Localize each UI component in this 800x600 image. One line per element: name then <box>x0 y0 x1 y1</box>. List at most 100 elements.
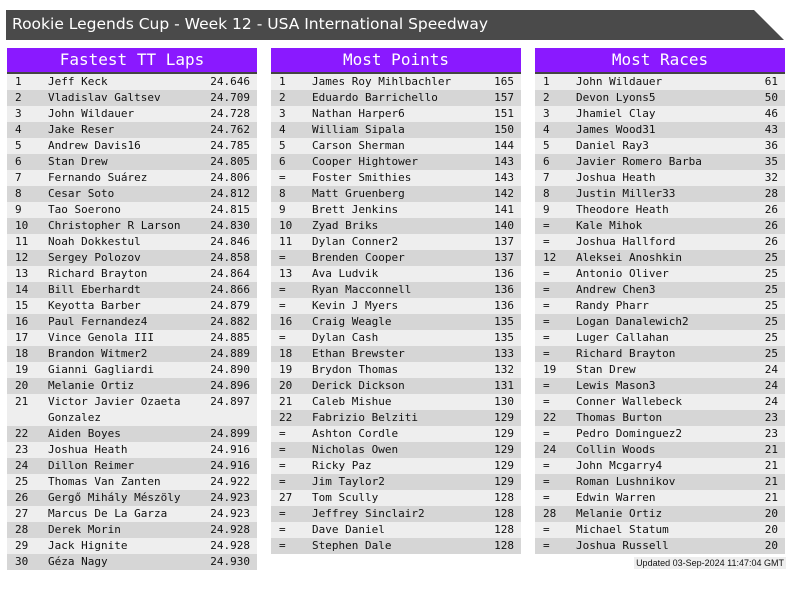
driver-name-cell: Carson Sherman <box>312 139 405 152</box>
rank-cell: = <box>543 539 550 552</box>
value-cell: 24.899 <box>210 427 250 440</box>
table-row: = Randy Pharr 25 <box>535 298 785 314</box>
driver-name-cell: Paul Fernandez4 <box>48 315 148 328</box>
value-cell: 24.806 <box>210 171 250 184</box>
table-row: 19 Brydon Thomas 132 <box>271 362 521 378</box>
table-row: 2 Vladislav Galtsev 24.709 <box>7 90 257 106</box>
driver-name-cell: Derick Dickson <box>312 379 405 392</box>
value-cell: 150 <box>494 123 514 136</box>
table-row: 7 Joshua Heath 32 <box>535 170 785 186</box>
driver-name-cell: Joshua Hallford <box>576 235 676 248</box>
table-row: = Jeffrey Sinclair2 128 <box>271 506 521 522</box>
driver-name-cell: Gergő Mihály Mészöly <box>48 491 181 504</box>
driver-name-cell: Stan Drew <box>576 363 636 376</box>
value-cell: 143 <box>494 155 514 168</box>
value-cell: 133 <box>494 347 514 360</box>
rank-cell: 1 <box>15 75 22 88</box>
table-row: 18 Brandon Witmer2 24.889 <box>7 346 257 362</box>
table-row: 19 Stan Drew 24 <box>535 362 785 378</box>
driver-name-cell: Vladislav Galtsev <box>48 91 161 104</box>
driver-name-cell: Roman Lushnikov <box>576 475 676 488</box>
table-row: = Roman Lushnikov 21 <box>535 474 785 490</box>
rank-cell: 8 <box>15 187 22 200</box>
driver-name-cell: Joshua Russell <box>576 539 669 552</box>
rank-cell: 10 <box>279 219 293 232</box>
rank-cell: 5 <box>543 139 550 152</box>
table-row: 21 Caleb Mishue 130 <box>271 394 521 410</box>
table-row: 11 Noah Dokkestul 24.846 <box>7 234 257 250</box>
value-cell: 25 <box>764 347 778 360</box>
driver-name-cell: Michael Statum <box>576 523 669 536</box>
table-row: 20 Derick Dickson 131 <box>271 378 521 394</box>
rank-cell: 9 <box>279 203 286 216</box>
table-row: 5 Andrew Davis16 24.785 <box>7 138 257 154</box>
rank-cell: = <box>543 347 550 360</box>
value-cell: 24.916 <box>210 443 250 456</box>
rank-cell: 5 <box>15 139 22 152</box>
rank-cell: 22 <box>15 427 29 440</box>
table-row: 30 Géza Nagy 24.930 <box>7 554 257 570</box>
driver-name-cell: Dillon Reimer <box>48 459 135 472</box>
driver-name-cell: Dave Daniel <box>312 523 385 536</box>
value-cell: 135 <box>494 331 514 344</box>
driver-name-cell: Matt Gruenberg <box>312 187 405 200</box>
rank-cell: = <box>279 171 286 184</box>
table-row: 4 James Wood31 43 <box>535 122 785 138</box>
driver-name-cell: Conner Wallebeck <box>576 395 682 408</box>
value-cell: 140 <box>494 219 514 232</box>
table-row: 27 Marcus De La Garza 24.923 <box>7 506 257 522</box>
rank-cell: = <box>279 475 286 488</box>
value-cell: 24.930 <box>210 555 250 568</box>
driver-name-cell: Jack Hignite <box>48 539 128 552</box>
value-cell: 24.846 <box>210 235 250 248</box>
table-row: 22 Fabrizio Belziti 129 <box>271 410 521 426</box>
rank-cell: 28 <box>543 507 557 520</box>
driver-name-cell: Cesar Soto <box>48 187 115 200</box>
rank-cell: 25 <box>15 475 29 488</box>
driver-name-cell: John Mcgarry4 <box>576 459 663 472</box>
rank-cell: 21 <box>279 395 293 408</box>
value-cell: 24.812 <box>210 187 250 200</box>
driver-name-cell: Jim Taylor2 <box>312 475 385 488</box>
panel-fastest-tt-laps: Fastest TT Laps 1 Jeff Keck 24.646 2 Vladisl… <box>7 48 257 570</box>
rank-cell: 6 <box>543 155 550 168</box>
table-row: = Joshua Russell 20 <box>535 538 785 554</box>
value-cell: 25 <box>764 299 778 312</box>
driver-name-cell: Marcus De La Garza <box>48 507 168 520</box>
value-cell: 24.897 <box>210 395 250 408</box>
driver-name-cell: Logan Danalewich2 <box>576 315 689 328</box>
table-row: 13 Richard Brayton 24.864 <box>7 266 257 282</box>
value-cell: 25 <box>764 251 778 264</box>
table-row: 17 Vince Genola III 24.885 <box>7 330 257 346</box>
rank-cell: 6 <box>15 155 22 168</box>
updated-timestamp: Updated 03-Sep-2024 11:47:04 GMT <box>634 557 786 569</box>
driver-name-cell: Justin Miller33 <box>576 187 676 200</box>
table-row: 13 Ava Ludvik 136 <box>271 266 521 282</box>
value-cell: 24.864 <box>210 267 250 280</box>
driver-name-cell: Javier Romero Barba <box>576 155 702 168</box>
rank-cell: 22 <box>543 411 557 424</box>
value-cell: 24.805 <box>210 155 250 168</box>
table-row: 4 Jake Reser 24.762 <box>7 122 257 138</box>
value-cell: 26 <box>764 219 778 232</box>
table-row: 16 Craig Weagle 135 <box>271 314 521 330</box>
rank-cell: = <box>543 491 550 504</box>
driver-name-cell: Randy Pharr <box>576 299 649 312</box>
rank-cell: = <box>279 539 286 552</box>
driver-name-cell: Fabrizio Belziti <box>312 411 418 424</box>
rank-cell: = <box>543 331 550 344</box>
driver-name-cell: Collin Woods <box>576 443 656 456</box>
table-row: 20 Melanie Ortiz 24.896 <box>7 378 257 394</box>
driver-name-cell: Thomas Van Zanten <box>48 475 161 488</box>
table-row: 28 Melanie Ortiz 20 <box>535 506 785 522</box>
rank-cell: 19 <box>543 363 557 376</box>
rank-cell: = <box>279 331 286 344</box>
value-cell: 24.646 <box>210 75 250 88</box>
value-cell: 128 <box>494 507 514 520</box>
table-row: 3 Jhamiel Clay 46 <box>535 106 785 122</box>
rank-cell: = <box>279 507 286 520</box>
value-cell: 24.889 <box>210 347 250 360</box>
driver-name-cell: Ryan Macconnell <box>312 283 412 296</box>
table-row: 10 Zyad Briks 140 <box>271 218 521 234</box>
rank-cell: 19 <box>15 363 29 376</box>
